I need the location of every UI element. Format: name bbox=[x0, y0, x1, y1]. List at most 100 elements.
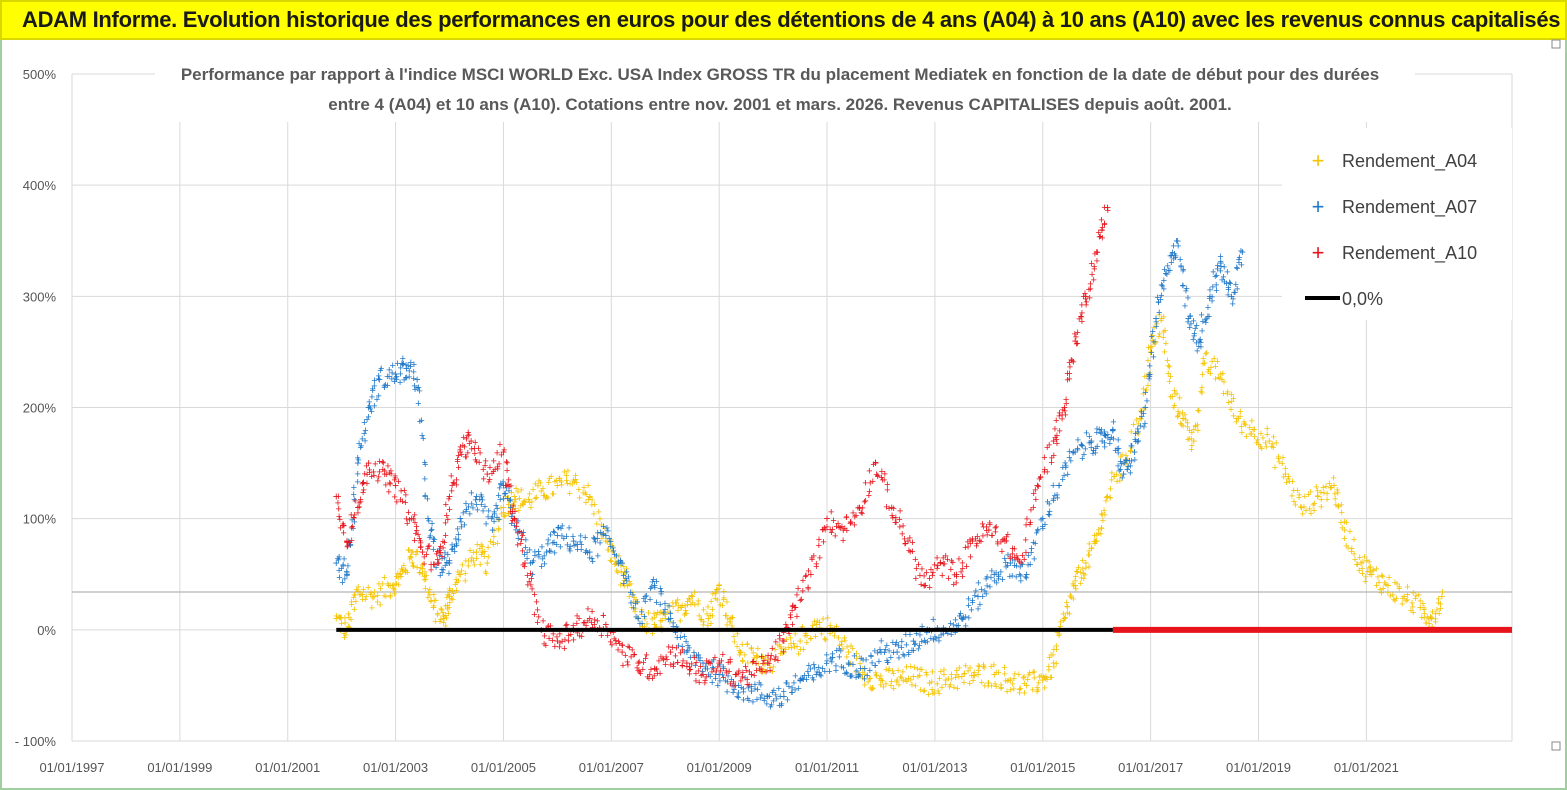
data-point-fill: + bbox=[518, 484, 524, 496]
data-point-fill: + bbox=[708, 618, 714, 630]
data-point-fill: + bbox=[975, 665, 981, 677]
data-point-fill: + bbox=[781, 644, 787, 656]
data-point-fill: + bbox=[457, 445, 463, 457]
data-point-fill: + bbox=[1432, 613, 1438, 625]
data-point-fill: + bbox=[991, 660, 997, 672]
data-point-fill: + bbox=[519, 545, 525, 557]
data-point-fill: + bbox=[350, 523, 356, 535]
data-point-fill: + bbox=[1039, 521, 1045, 533]
data-point-fill: + bbox=[698, 614, 704, 626]
data-point-fill: + bbox=[1021, 671, 1027, 683]
data-point-fill: + bbox=[494, 538, 500, 550]
data-point-fill: + bbox=[533, 492, 539, 504]
data-point-fill: + bbox=[511, 520, 517, 532]
data-point-fill: + bbox=[360, 584, 366, 596]
data-point-fill: + bbox=[724, 676, 730, 688]
data-point-fill: + bbox=[1390, 590, 1396, 602]
data-point-fill: + bbox=[1148, 331, 1154, 343]
data-point-fill: + bbox=[1376, 577, 1382, 589]
data-point-fill: + bbox=[381, 590, 387, 602]
data-point-fill: + bbox=[777, 648, 783, 660]
data-point-fill: + bbox=[630, 590, 636, 602]
data-point-fill: + bbox=[1256, 439, 1262, 451]
data-point-fill: + bbox=[1117, 464, 1123, 476]
data-point-fill: + bbox=[439, 564, 445, 576]
data-point-fill: + bbox=[508, 518, 514, 530]
data-point-fill: + bbox=[1160, 332, 1166, 344]
data-point-fill: + bbox=[431, 589, 437, 601]
data-point: + bbox=[737, 645, 744, 659]
data-point-fill: + bbox=[1324, 488, 1330, 500]
bottom-right-handle[interactable] bbox=[1551, 741, 1561, 751]
data-point-fill: + bbox=[657, 607, 663, 619]
data-point-fill: + bbox=[1335, 488, 1341, 500]
data-point-fill: + bbox=[615, 557, 621, 569]
data-point-fill: + bbox=[896, 680, 902, 692]
data-point-fill: + bbox=[761, 693, 767, 705]
data-point-fill: + bbox=[1038, 514, 1044, 526]
data-point-fill: + bbox=[445, 608, 451, 620]
data-point-fill: + bbox=[1351, 534, 1357, 546]
data-point-fill: + bbox=[574, 539, 580, 551]
data-point-fill: + bbox=[501, 444, 507, 456]
data-point-fill: + bbox=[781, 686, 787, 698]
data-point-fill: + bbox=[838, 645, 844, 657]
data-point-fill: + bbox=[756, 678, 762, 690]
data-point-fill: + bbox=[366, 467, 372, 479]
data-point-fill: + bbox=[770, 695, 776, 707]
data-point-fill: + bbox=[1432, 616, 1438, 628]
data-point-fill: + bbox=[1203, 317, 1209, 329]
data-point-fill: + bbox=[359, 594, 365, 606]
data-point-fill: + bbox=[463, 504, 469, 516]
data-point-fill: + bbox=[467, 508, 473, 520]
data-point-fill: + bbox=[559, 521, 565, 533]
data-point-fill: + bbox=[563, 470, 569, 482]
data-point-fill: + bbox=[1161, 327, 1167, 339]
data-point-fill: + bbox=[571, 476, 577, 488]
data-point-fill: + bbox=[491, 516, 497, 528]
data-point-fill: + bbox=[921, 685, 927, 697]
data-point-fill: + bbox=[1042, 519, 1048, 531]
data-point-fill: + bbox=[842, 668, 848, 680]
data-point-fill: + bbox=[1046, 652, 1052, 664]
data-point-fill: + bbox=[1224, 267, 1230, 279]
data-point-fill: + bbox=[497, 439, 503, 451]
data-point-fill: + bbox=[1149, 341, 1155, 353]
data-point-fill: + bbox=[850, 659, 856, 671]
data-point-fill: + bbox=[1042, 674, 1048, 686]
data-point-fill: + bbox=[417, 536, 423, 548]
scroll-handle[interactable] bbox=[1551, 39, 1561, 751]
data-point-fill: + bbox=[410, 514, 416, 526]
data-point-fill: + bbox=[818, 629, 824, 641]
data-point-fill: + bbox=[527, 568, 533, 580]
data-point-fill: + bbox=[340, 519, 346, 531]
data-point-fill: + bbox=[874, 647, 880, 659]
data-point-fill: + bbox=[522, 495, 528, 507]
data-point-fill: + bbox=[338, 618, 344, 630]
data-point-fill: + bbox=[383, 591, 389, 603]
data-point-fill: + bbox=[1416, 589, 1422, 601]
legend-marker-a07: + bbox=[1312, 194, 1325, 219]
data-point-fill: + bbox=[1081, 573, 1087, 585]
data-point-fill: + bbox=[1161, 264, 1167, 276]
data-point-fill: + bbox=[355, 453, 361, 465]
data-point-fill: + bbox=[1132, 434, 1138, 446]
top-right-handle[interactable] bbox=[1551, 39, 1561, 49]
data-point-fill: + bbox=[525, 580, 531, 592]
data-point-fill: + bbox=[762, 659, 768, 671]
data-point-fill: + bbox=[607, 536, 613, 548]
data-point-fill: + bbox=[1165, 265, 1171, 277]
data-point-fill: + bbox=[764, 665, 770, 677]
data-point-fill: + bbox=[425, 587, 431, 599]
data-point-fill: + bbox=[814, 667, 820, 679]
data-point-fill: + bbox=[681, 610, 687, 622]
data-point-fill: + bbox=[457, 442, 463, 454]
data-point-fill: + bbox=[341, 628, 347, 640]
data-point-fill: + bbox=[772, 644, 778, 656]
data-point-fill: + bbox=[335, 498, 341, 510]
data-point-fill: + bbox=[515, 486, 521, 498]
data-point-fill: + bbox=[788, 638, 794, 650]
data-point-fill: + bbox=[1059, 474, 1065, 486]
data-point-fill: + bbox=[1221, 276, 1227, 288]
data-point-fill: + bbox=[1230, 293, 1236, 305]
